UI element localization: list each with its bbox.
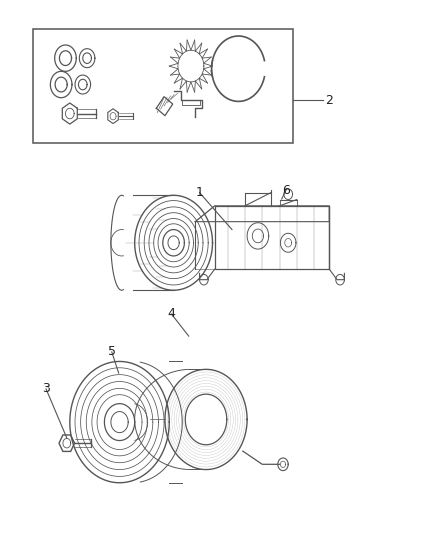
Bar: [33, 29, 293, 142]
Text: 2: 2: [325, 94, 333, 107]
Text: 5: 5: [108, 345, 116, 359]
Text: 3: 3: [42, 382, 50, 395]
Bar: [182, 100, 201, 105]
Text: 1: 1: [196, 186, 204, 199]
Text: 6: 6: [282, 183, 290, 197]
Text: 4: 4: [167, 308, 175, 320]
Bar: [215, 206, 329, 269]
